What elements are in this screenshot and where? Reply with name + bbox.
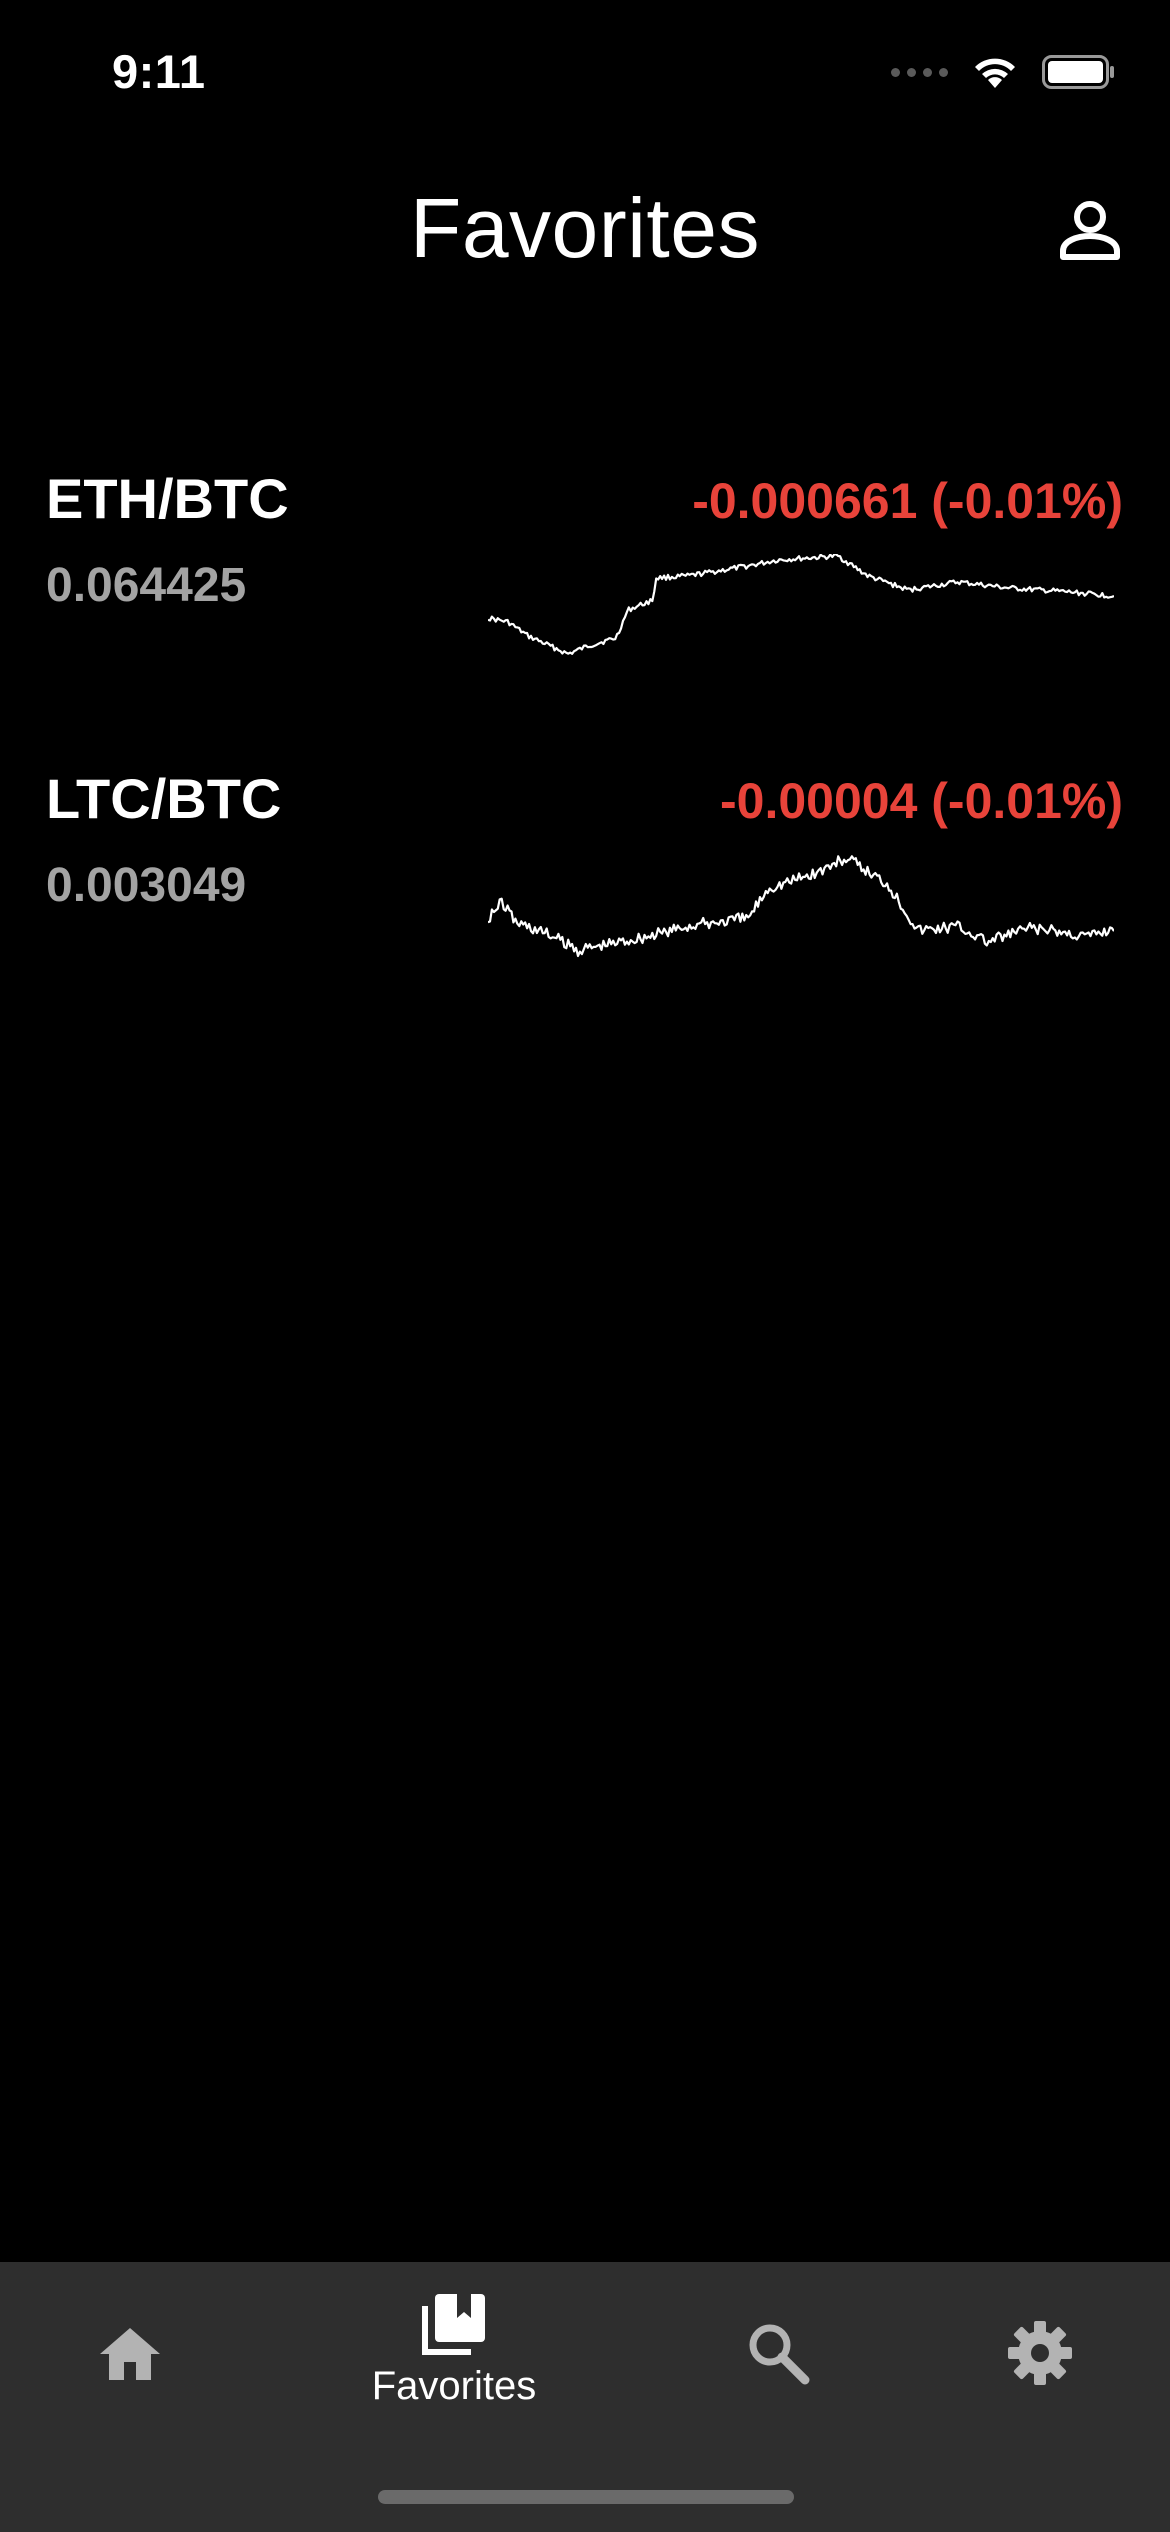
battery-icon (1042, 55, 1114, 89)
sparkline-chart (488, 855, 1114, 958)
favorites-icon (422, 2294, 485, 2355)
tab-search[interactable] (678, 2290, 878, 2440)
pair-price: 0.064425 (46, 559, 247, 612)
favorite-row-ltc-btc[interactable]: LTC/BTC 0.003049 -0.00004 (-0.01%) (0, 766, 1170, 1046)
home-icon (100, 2328, 160, 2380)
status-icons (891, 54, 1116, 90)
page-title: Favorites (410, 181, 760, 275)
pair-change: -0.000661 (-0.01%) (692, 473, 1123, 529)
home-indicator[interactable] (378, 2490, 794, 2504)
pair-name: ETH/BTC (46, 467, 289, 530)
search-icon (749, 2324, 810, 2385)
tab-favorites[interactable]: Favorites (354, 2290, 554, 2440)
person-icon (1060, 201, 1120, 260)
gear-icon (1008, 2321, 1072, 2385)
favorite-row-eth-btc[interactable]: ETH/BTC 0.064425 -0.000661 (-0.01%) (0, 466, 1170, 746)
pair-change: -0.00004 (-0.01%) (719, 773, 1123, 829)
tab-settings[interactable] (940, 2290, 1140, 2440)
status-time: 9:11 (112, 45, 206, 98)
tab-bar: Favorites (0, 2262, 1170, 2532)
pair-price: 0.003049 (46, 859, 247, 912)
tab-label: Favorites (371, 2364, 537, 2408)
tab-home[interactable] (30, 2290, 230, 2440)
profile-button[interactable] (1050, 190, 1130, 270)
wifi-icon (975, 58, 1015, 88)
pair-name: LTC/BTC (46, 767, 282, 830)
sparkline-chart (488, 554, 1114, 655)
cellular-signal-icon (891, 67, 948, 77)
